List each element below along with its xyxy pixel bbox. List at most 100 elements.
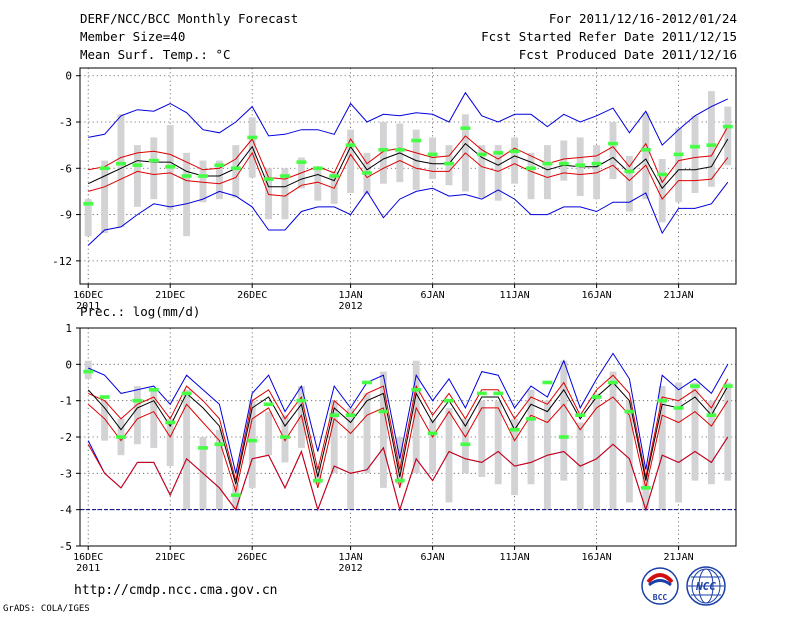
prec-mean-marker [165,420,176,425]
prec-mean-marker [198,446,208,450]
temp-mean-marker [345,143,356,147]
prec-mean-marker [476,391,487,396]
prec-line-lower-bound [87,436,729,512]
forecast-start-date: Fcst Started Refer Date 2011/12/15 [481,29,737,44]
temp-spread-box [183,152,191,237]
temp-mean-marker [116,161,126,166]
temp-mean-marker [640,147,651,152]
prec-spread-box [707,400,715,485]
temp-mean-marker [312,166,323,171]
temp-y-tick-label: -9 [59,209,72,222]
temp-spread-box [347,129,355,193]
temp-x-tick-year: 2011 [76,301,100,312]
prec-mean-marker [214,442,225,447]
prec-x-tick-label: 21DEC [155,552,185,563]
prec-spread-box [347,407,355,510]
prec-spread-box [625,400,633,503]
temp-y-tick-label: 0 [65,70,72,83]
prec-y-tick-label: -2 [59,431,72,444]
temp-mean-marker [558,161,569,166]
prec-y-tick-label: 1 [65,322,72,335]
temp-spread-box [691,115,699,193]
temp-spread-box [494,145,502,201]
temp-mean-marker [165,164,176,169]
temp-spread-box [724,106,732,166]
prec-line-upper-quartile [87,374,729,481]
temp-mean-marker [132,163,143,167]
prec-spread-box [593,393,601,510]
prec-mean-marker [411,387,422,392]
prec-spread-box [429,418,437,474]
prec-mean-marker [296,398,307,403]
temp-mean-marker [706,143,717,147]
temp-mean-marker [493,151,504,155]
temp-mean-marker [542,161,553,166]
prec-line-lower-quartile [87,396,729,494]
temp-spread-box [84,199,92,237]
temp-x-tick-label: 11JAN [500,290,530,301]
prec-spread-box [330,400,338,474]
prec-spread-box [265,411,273,456]
temp-spread-box [117,114,125,227]
temp-x-tick-label: 1JAN [339,290,363,301]
prec-spread-box [658,386,666,510]
prec-line-median [87,381,729,485]
temp-mean-marker [591,161,602,166]
temp-line-upper-quartile [88,126,729,184]
temp-mean-marker [214,163,225,167]
temp-mean-marker [280,174,290,178]
prec-spread-box [642,473,650,510]
temp-spread-box [478,145,486,198]
prec-mean-marker [83,369,94,374]
temp-line-ensemble-min [88,91,729,146]
temp-spread-box [511,137,519,184]
temp-line-lower-quartile [88,151,729,200]
temp-mean-marker [148,158,159,163]
prec-spread-box [150,389,158,448]
prec-mean-marker [230,493,241,497]
prec-spread-box [494,400,502,485]
temp-mean-marker [427,152,438,157]
temp-spread-box [215,160,223,200]
prec-mean-marker [575,413,586,417]
prec-mean-marker [280,435,290,439]
temp-mean-marker [362,171,372,175]
prec-mean-marker [722,384,733,388]
temp-mean-marker [673,152,684,157]
temp-mean-marker [657,172,668,177]
prec-spread-box [396,437,404,485]
prec-spread-box [84,360,92,379]
prec-mean-marker [345,413,356,417]
prec-mean-marker [624,409,635,414]
prec-spread-box [215,429,223,510]
prec-x-tick-label: 1JAN [339,552,363,563]
temp-spread-box [625,155,633,212]
prec-spread-box [724,382,732,481]
temp-line-ensemble-max [87,181,729,246]
prec-spread-box [133,386,141,445]
temp-mean-marker [444,161,454,166]
prec-spread-box [609,371,617,510]
temp-x-tick-label: 16DEC [73,290,103,301]
temp-mean-marker [411,138,422,143]
forecast-period: For 2011/12/16-2012/01/24 [548,11,737,26]
prec-mean-marker [608,380,618,385]
prec-spread-box [101,400,109,441]
chart-title: DERF/NCC/BCC Monthly Forecast [80,11,299,26]
temp-mean-marker [263,177,274,181]
temp-mean-marker [83,201,94,206]
prec-spread-box [379,371,387,488]
prec-line-ensemble-max [87,352,729,474]
variable-label: Mean Surf. Temp.: °C [80,47,231,62]
ncc-logo-text: NCC [695,580,716,593]
prec-mean-marker [690,384,700,388]
prec-mean-marker [116,435,126,439]
temp-spread-box [593,145,601,200]
source-url[interactable]: http://cmdp.ncc.cma.gov.cn [74,583,278,598]
prec-spread-box [232,484,240,510]
ncc-logo: NCC [686,566,726,606]
temp-spread-box [429,137,437,180]
temp-spread-box [101,160,109,234]
temp-mean-marker [460,126,471,130]
prec-mean-marker [132,398,143,403]
